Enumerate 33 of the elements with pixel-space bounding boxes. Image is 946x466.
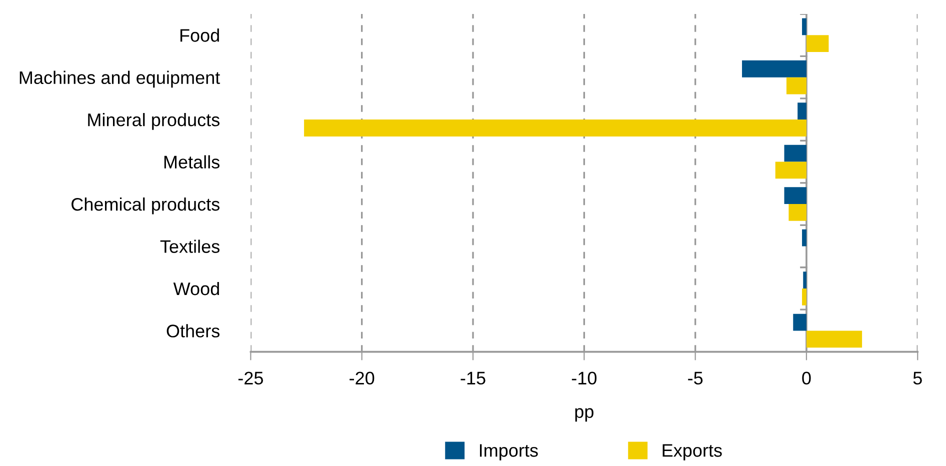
bar	[788, 204, 806, 221]
bar	[802, 229, 806, 246]
bar	[806, 330, 862, 348]
x-tick-label: -15	[460, 372, 486, 385]
bar	[806, 35, 829, 52]
bar	[786, 77, 806, 94]
x-tick-label: -5	[688, 372, 703, 385]
bar	[798, 102, 806, 120]
x-tick-label: 0	[802, 372, 811, 385]
y-tick-label: Wood	[173, 282, 219, 296]
bar	[793, 314, 806, 331]
bar	[802, 18, 806, 36]
bar	[775, 162, 806, 179]
bar	[742, 60, 806, 78]
y-tick-label: Mineral products	[88, 113, 220, 130]
legend-label: Imports	[480, 444, 538, 460]
bar	[784, 187, 806, 204]
bar	[304, 120, 806, 136]
y-tick-label: Others	[166, 324, 220, 338]
x-tick-label: 5	[913, 372, 922, 385]
x-tick-label: -20	[350, 372, 374, 385]
legend-label: Exports	[662, 444, 722, 460]
x-tick-label: -10	[572, 372, 596, 385]
y-tick-label: Textiles	[160, 240, 220, 253]
x-tick-label: -25	[238, 372, 263, 385]
bar	[802, 288, 806, 306]
y-tick-label: Metalls	[164, 155, 220, 169]
y-tick-label: Machines and equipment	[20, 70, 220, 88]
bar	[803, 272, 806, 288]
y-tick-label: Food	[180, 28, 219, 42]
y-tick-label: Chemical products	[72, 197, 220, 214]
x-axis-title: pp	[575, 408, 594, 422]
bar	[784, 144, 806, 162]
